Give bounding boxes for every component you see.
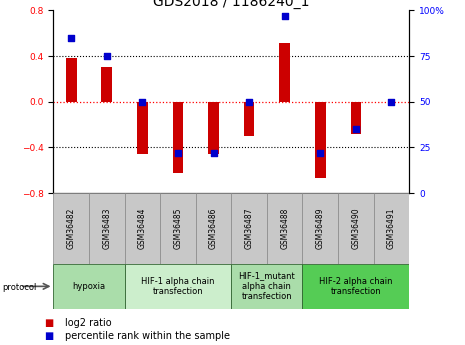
Text: GSM36490: GSM36490 — [352, 208, 360, 249]
Text: ■: ■ — [44, 332, 53, 341]
Text: GSM36482: GSM36482 — [67, 208, 76, 249]
Bar — [173, 102, 183, 172]
Bar — [338, 193, 374, 264]
Point — [103, 53, 111, 59]
Text: GSM36486: GSM36486 — [209, 208, 218, 249]
Text: protocol: protocol — [2, 283, 37, 292]
Point — [317, 150, 324, 156]
Point — [139, 99, 146, 105]
Point — [174, 150, 182, 156]
Bar — [303, 264, 409, 309]
Text: GSM36484: GSM36484 — [138, 208, 147, 249]
Bar — [351, 102, 361, 134]
Text: GSM36488: GSM36488 — [280, 208, 289, 249]
Bar — [53, 193, 89, 264]
Bar — [53, 264, 125, 309]
Text: GSM36487: GSM36487 — [245, 208, 253, 249]
Bar — [101, 68, 112, 102]
Bar — [125, 264, 232, 309]
Text: hypoxia: hypoxia — [73, 282, 106, 291]
Title: GDS2018 / 1186240_1: GDS2018 / 1186240_1 — [153, 0, 310, 9]
Bar — [279, 43, 290, 102]
Bar — [244, 102, 254, 136]
Text: GSM36483: GSM36483 — [102, 208, 111, 249]
Bar — [303, 193, 338, 264]
Bar — [232, 264, 303, 309]
Bar — [66, 58, 77, 102]
Bar — [125, 193, 160, 264]
Point — [210, 150, 217, 156]
Bar — [267, 193, 303, 264]
Bar — [196, 193, 232, 264]
Text: GSM36485: GSM36485 — [173, 208, 182, 249]
Point — [281, 13, 288, 19]
Point — [352, 127, 359, 132]
Text: HIF-1 alpha chain
transfection: HIF-1 alpha chain transfection — [141, 277, 215, 296]
Text: GSM36489: GSM36489 — [316, 208, 325, 249]
Point — [67, 35, 75, 41]
Text: percentile rank within the sample: percentile rank within the sample — [65, 332, 230, 341]
Text: GSM36491: GSM36491 — [387, 208, 396, 249]
Bar — [137, 102, 148, 154]
Point — [246, 99, 253, 105]
Bar — [374, 193, 409, 264]
Text: HIF-1_mutant
alpha chain
transfection: HIF-1_mutant alpha chain transfection — [239, 272, 295, 301]
Bar — [232, 193, 267, 264]
Bar — [315, 102, 325, 178]
Bar — [208, 102, 219, 154]
Bar — [89, 193, 125, 264]
Text: ■: ■ — [44, 318, 53, 327]
Bar — [160, 193, 196, 264]
Text: HIF-2 alpha chain
transfection: HIF-2 alpha chain transfection — [319, 277, 392, 296]
Text: log2 ratio: log2 ratio — [65, 318, 112, 327]
Point — [388, 99, 395, 105]
